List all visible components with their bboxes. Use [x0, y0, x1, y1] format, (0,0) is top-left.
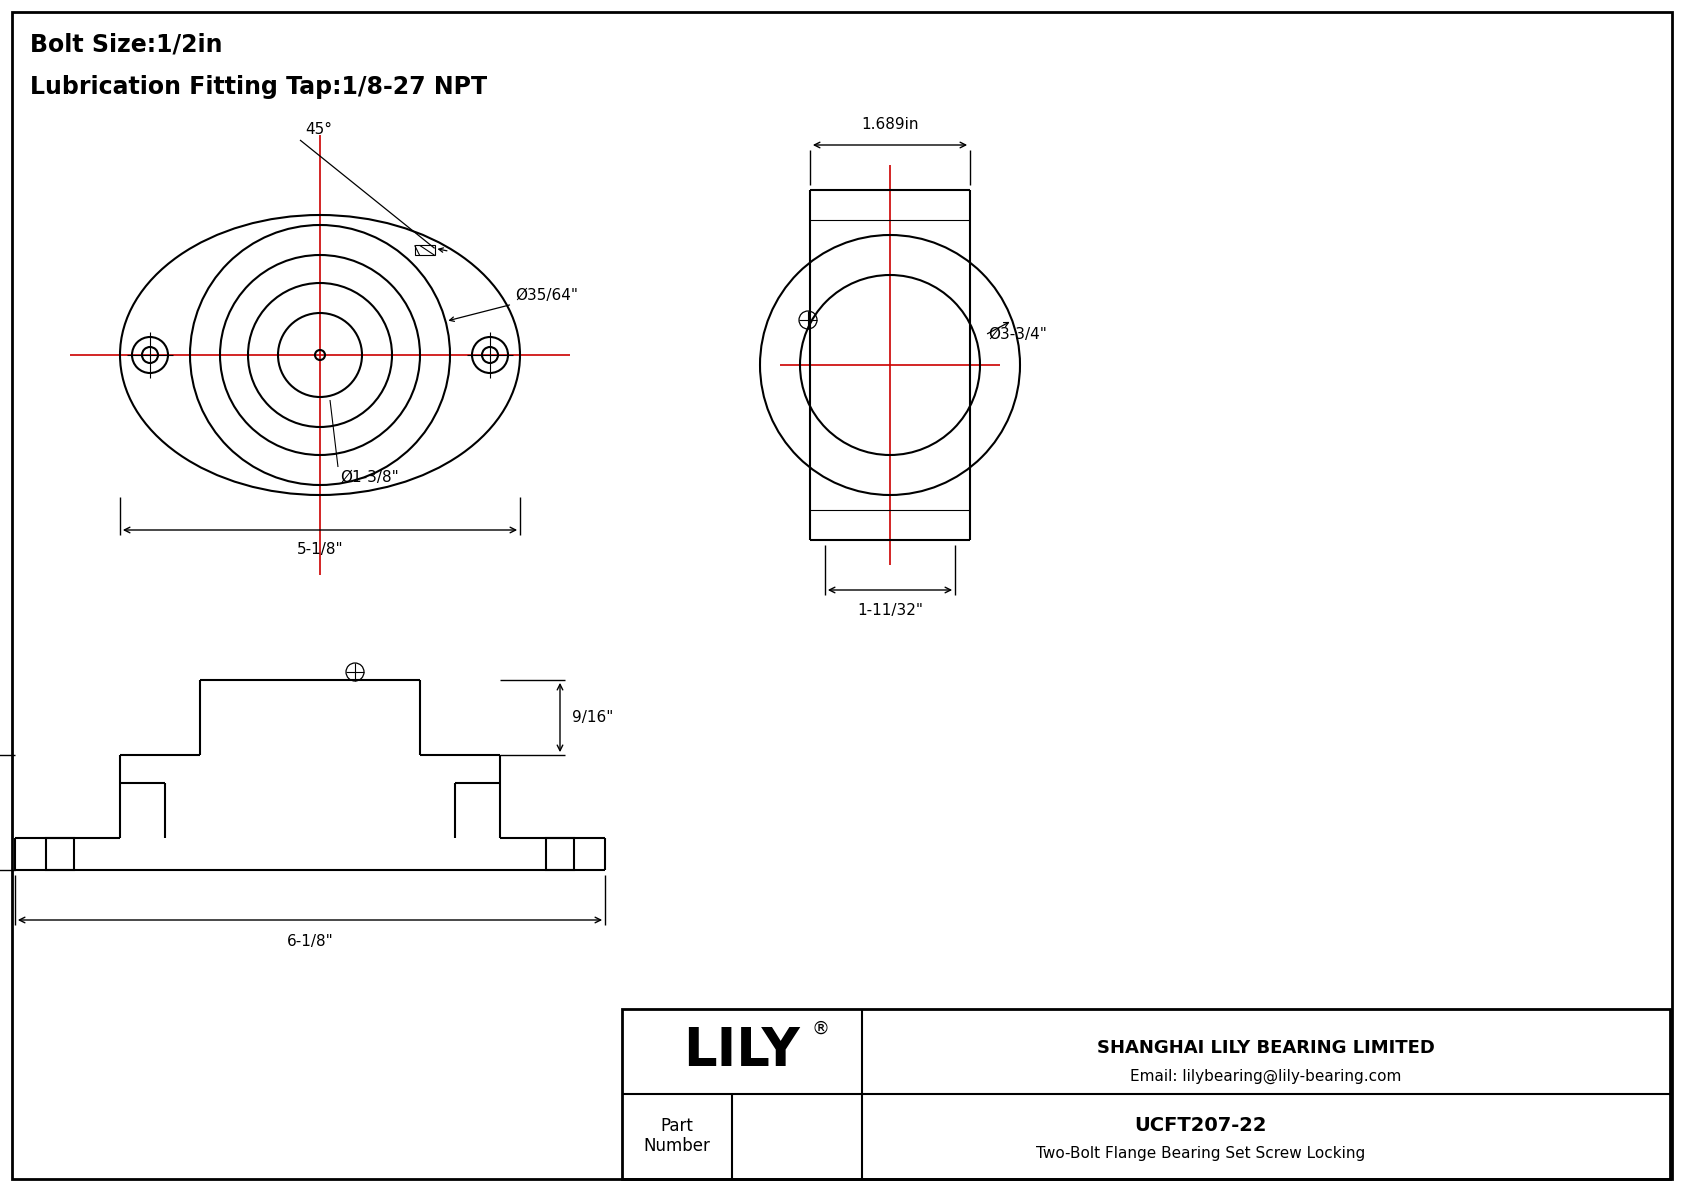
Text: 45°: 45° [305, 121, 332, 137]
Text: 1.689in: 1.689in [861, 117, 919, 132]
Text: 1-11/32": 1-11/32" [857, 603, 923, 618]
Text: Bolt Size:1/2in: Bolt Size:1/2in [30, 32, 222, 56]
Text: Ø35/64": Ø35/64" [450, 288, 578, 322]
Text: Part
Number: Part Number [643, 1117, 711, 1155]
Text: SHANGHAI LILY BEARING LIMITED: SHANGHAI LILY BEARING LIMITED [1096, 1039, 1435, 1056]
Text: Lubrication Fitting Tap:1/8-27 NPT: Lubrication Fitting Tap:1/8-27 NPT [30, 75, 487, 99]
Text: Ø1-3/8": Ø1-3/8" [340, 470, 399, 485]
Bar [546, 838, 574, 869]
Text: LILY: LILY [684, 1025, 800, 1077]
Text: 6-1/8": 6-1/8" [286, 934, 333, 949]
Bar [45, 838, 74, 869]
Text: Two-Bolt Flange Bearing Set Screw Locking: Two-Bolt Flange Bearing Set Screw Lockin… [1036, 1146, 1366, 1161]
Text: Email: lilybearing@lily-bearing.com: Email: lilybearing@lily-bearing.com [1130, 1070, 1401, 1084]
Bar [414, 245, 434, 255]
Text: 5-1/8": 5-1/8" [296, 542, 344, 557]
Text: ®: ® [812, 1019, 829, 1039]
Bar [621, 1009, 1671, 1179]
Text: Ø3-3/4": Ø3-3/4" [989, 328, 1047, 343]
Text: 9/16": 9/16" [573, 710, 613, 725]
Text: UCFT207-22: UCFT207-22 [1135, 1116, 1268, 1135]
